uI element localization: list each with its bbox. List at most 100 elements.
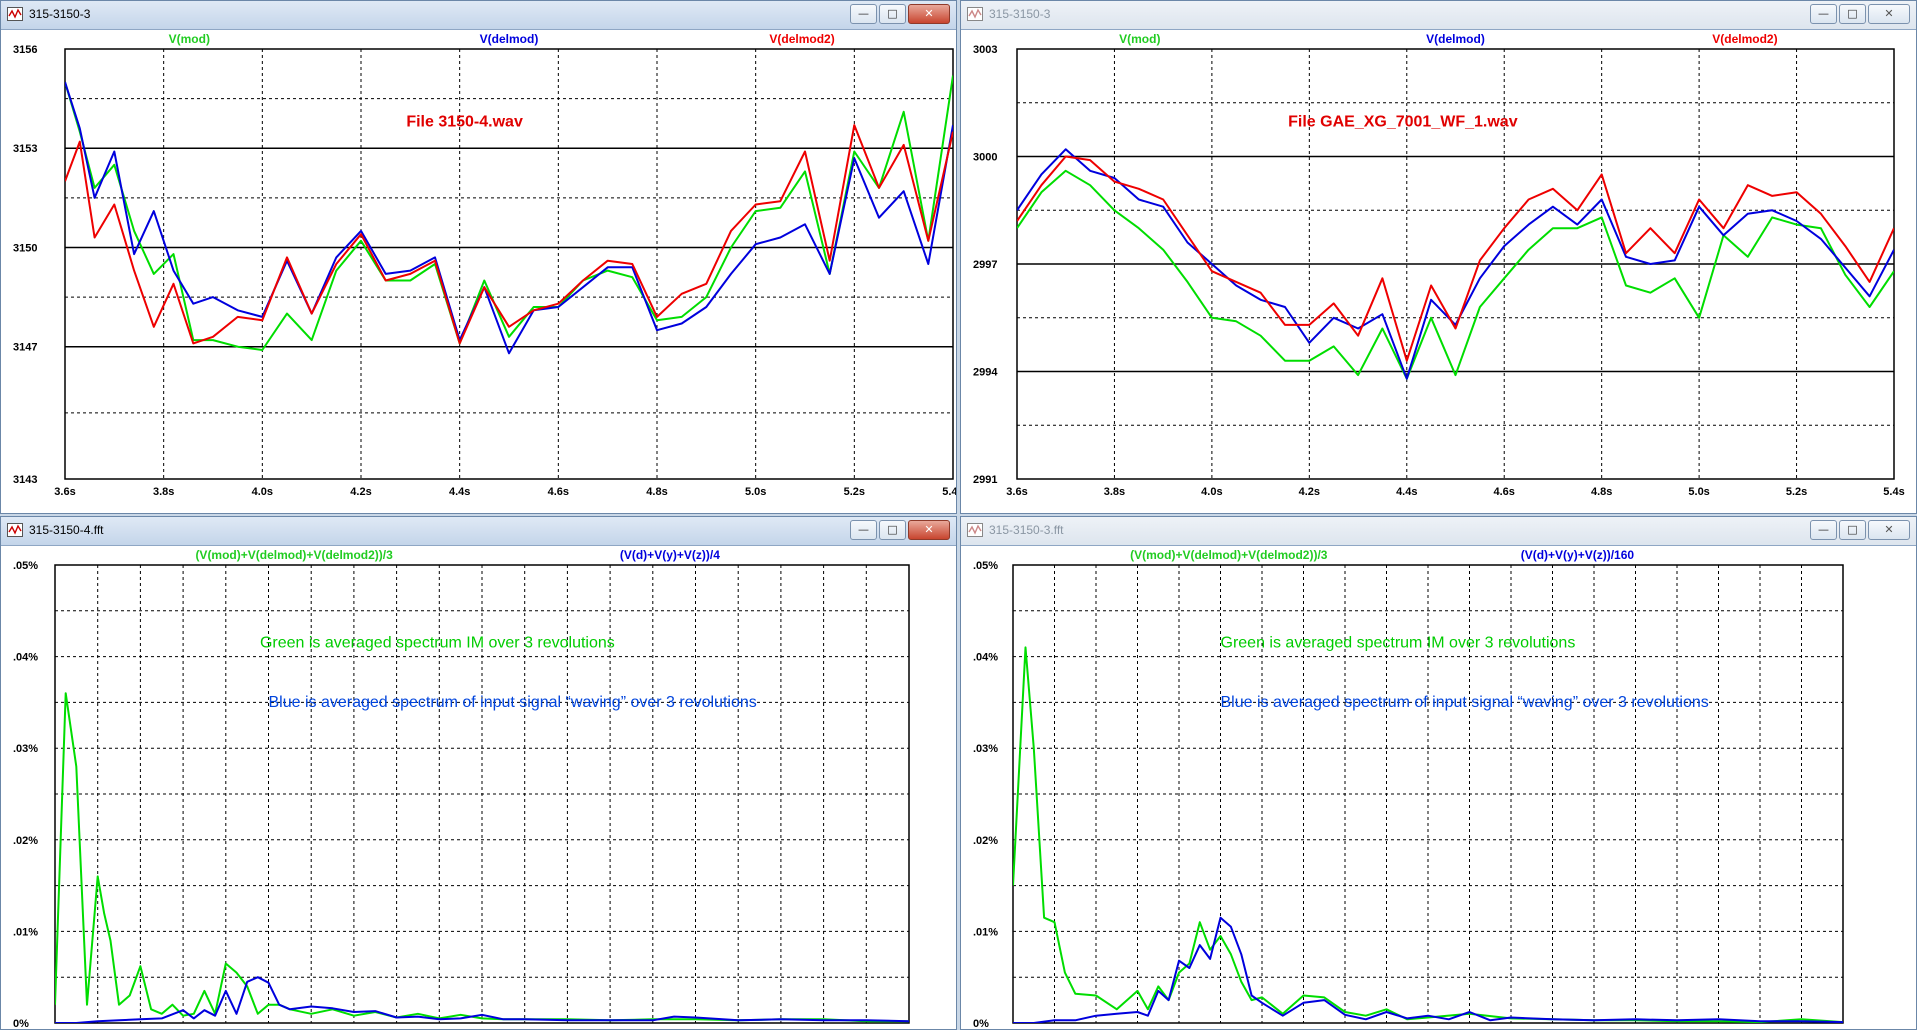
window-title: 315-3150-3: [989, 7, 1051, 21]
title-bar[interactable]: 315-3150-3.fft — □ ✕: [961, 517, 1916, 546]
y-tick-label: .05%: [13, 560, 38, 572]
y-tick-label: 0%: [973, 1018, 989, 1029]
annotation-text: Blue is averaged spectrum of input signa…: [269, 694, 757, 711]
legend-label-1[interactable]: V(mod): [169, 32, 210, 46]
waveform-icon: [967, 523, 983, 537]
window-bottom-left[interactable]: 315-3150-4.fft — □ ✕ 0Hz2Hz4Hz6Hz8Hz10Hz…: [0, 516, 957, 1030]
x-tick-label: 3.8s: [153, 486, 174, 498]
x-tick-label: 5.2s: [844, 486, 865, 498]
x-tick-label: 4.4s: [449, 486, 470, 498]
waveform-icon: [967, 7, 983, 21]
x-tick-label: 4.8s: [646, 486, 667, 498]
x-tick-label: 5.0s: [745, 486, 766, 498]
window-title: 315-3150-4.fft: [29, 523, 104, 537]
x-tick-label: 5.0s: [1688, 486, 1709, 498]
legend-label-2[interactable]: V(delmod): [1426, 32, 1485, 46]
close-button[interactable]: ✕: [1868, 520, 1910, 540]
legend-label-3[interactable]: V(delmod2): [769, 32, 834, 46]
waveform-chart: 3.6s 3.8s 4.0s 4.2s 4.4s 4.6s 4.8s 5.0s 5.2s 5.4s…: [13, 32, 956, 498]
y-tick-label: .01%: [973, 926, 998, 938]
x-tick-label: 3.6s: [1006, 486, 1027, 498]
y-tick-label: .04%: [13, 652, 38, 664]
y-tick-label: .02%: [13, 835, 38, 847]
x-tick-label: 4.0s: [1201, 486, 1222, 498]
plot-frame: [1012, 564, 1844, 1024]
series-line-1: [1017, 169, 1894, 380]
y-tick-label: 3150: [13, 242, 37, 254]
series-line-2: [1017, 148, 1894, 380]
minimize-button[interactable]: —: [850, 520, 877, 540]
minimize-button[interactable]: —: [850, 4, 877, 24]
waveform-icon: [7, 7, 23, 21]
annotation-text: Green is averaged spectrum IM over 3 rev…: [260, 634, 615, 651]
y-tick-label: .03%: [13, 743, 38, 755]
x-tick-label: 5.2s: [1786, 486, 1807, 498]
y-tick-label: 3153: [13, 143, 37, 155]
y-tick-label: .02%: [973, 835, 998, 847]
window-title: 315-3150-3.fft: [989, 523, 1064, 537]
x-tick-label: 4.0s: [252, 486, 273, 498]
x-tick-label: 5.4s: [1883, 486, 1904, 498]
annotation-text: Green is averaged spectrum IM over 3 rev…: [1221, 634, 1576, 651]
y-tick-label: .03%: [973, 743, 998, 755]
x-tick-label: 3.6s: [54, 486, 75, 498]
legend-label-3[interactable]: V(delmod2): [1712, 32, 1777, 46]
y-tick-label: 3143: [13, 474, 37, 486]
series-line-3: [1017, 155, 1894, 362]
x-tick-label: 4.4s: [1396, 486, 1417, 498]
y-tick-label: .04%: [973, 652, 998, 664]
series-line-2: [55, 976, 909, 1023]
y-tick-label: 3156: [13, 44, 37, 56]
y-tick-label: 2991: [973, 474, 997, 486]
window-bottom-right[interactable]: 315-3150-3.fft — □ ✕ 0Hz2Hz4Hz6Hz8Hz10Hz…: [960, 516, 1917, 1030]
legend-label-1[interactable]: V(mod): [1119, 32, 1160, 46]
maximize-button[interactable]: □: [1839, 520, 1866, 540]
annotation-text: Blue is averaged spectrum of input signa…: [1221, 694, 1709, 711]
fft-chart: 0Hz2Hz4Hz6Hz8Hz10Hz12Hz14Hz16Hz18Hz20Hz2…: [973, 548, 1844, 1029]
plot-frame: [64, 48, 954, 480]
legend-label-2[interactable]: (V(d)+V(y)+V(z))/4: [620, 548, 720, 562]
legend-label-2[interactable]: (V(d)+V(y)+V(z))/160: [1521, 548, 1635, 562]
maximize-button[interactable]: □: [879, 4, 906, 24]
window-title: 315-3150-3: [29, 7, 91, 21]
series-line-3: [65, 124, 953, 345]
y-tick-label: .05%: [973, 560, 998, 572]
x-tick-label: 3.8s: [1104, 486, 1125, 498]
x-tick-label: 4.6s: [548, 486, 569, 498]
window-top-right[interactable]: 315-3150-3 — □ ✕ 3.6s 3.8s 4.0s 4.2s 4.4s 4.6…: [960, 0, 1917, 514]
y-tick-label: 3003: [973, 44, 997, 56]
x-tick-label: 4.8s: [1591, 486, 1612, 498]
y-tick-label: 2994: [973, 367, 998, 379]
minimize-button[interactable]: —: [1810, 4, 1837, 24]
fft-chart: 0Hz2Hz4Hz6Hz8Hz10Hz12Hz14Hz16Hz18Hz20Hz2…: [13, 548, 910, 1029]
plot-frame: [54, 564, 910, 1024]
legend-label-2[interactable]: V(delmod): [480, 32, 539, 46]
x-tick-label: 4.6s: [1494, 486, 1515, 498]
x-tick-label: 4.2s: [1299, 486, 1320, 498]
close-button[interactable]: ✕: [908, 520, 950, 540]
y-tick-label: 2997: [973, 259, 997, 271]
y-tick-label: 3000: [973, 152, 997, 164]
series-line-2: [1013, 916, 1843, 1023]
waveform-chart: 3.6s 3.8s 4.0s 4.2s 4.4s 4.6s 4.8s 5.0s 5.2s 5.4s…: [973, 32, 1905, 498]
y-tick-label: .01%: [13, 926, 38, 938]
window-top-left[interactable]: 315-3150-3 — □ ✕ 3.6s 3.8s 4.0s 4.2s 4.4s 4.6…: [0, 0, 957, 514]
x-tick-label: 4.2s: [350, 486, 371, 498]
title-bar[interactable]: 315-3150-4.fft — □ ✕: [1, 517, 956, 546]
annotation-text: File 3150-4.wav: [406, 113, 523, 130]
plot-frame: [1016, 48, 1895, 480]
legend-label-1[interactable]: (V(mod)+V(delmod)+V(delmod2))/3: [195, 548, 393, 562]
title-bar[interactable]: 315-3150-3 — □ ✕: [1, 1, 956, 30]
series-line-1: [55, 692, 909, 1023]
minimize-button[interactable]: —: [1810, 520, 1837, 540]
waveform-icon: [7, 523, 23, 537]
title-bar[interactable]: 315-3150-3 — □ ✕: [961, 1, 1916, 30]
y-tick-label: 3147: [13, 342, 37, 354]
maximize-button[interactable]: □: [879, 520, 906, 540]
close-button[interactable]: ✕: [1868, 4, 1910, 24]
x-tick-label: 5.4s: [942, 486, 956, 498]
maximize-button[interactable]: □: [1839, 4, 1866, 24]
y-tick-label: 0%: [13, 1018, 29, 1029]
close-button[interactable]: ✕: [908, 4, 950, 24]
legend-label-1[interactable]: (V(mod)+V(delmod)+V(delmod2))/3: [1130, 548, 1328, 562]
